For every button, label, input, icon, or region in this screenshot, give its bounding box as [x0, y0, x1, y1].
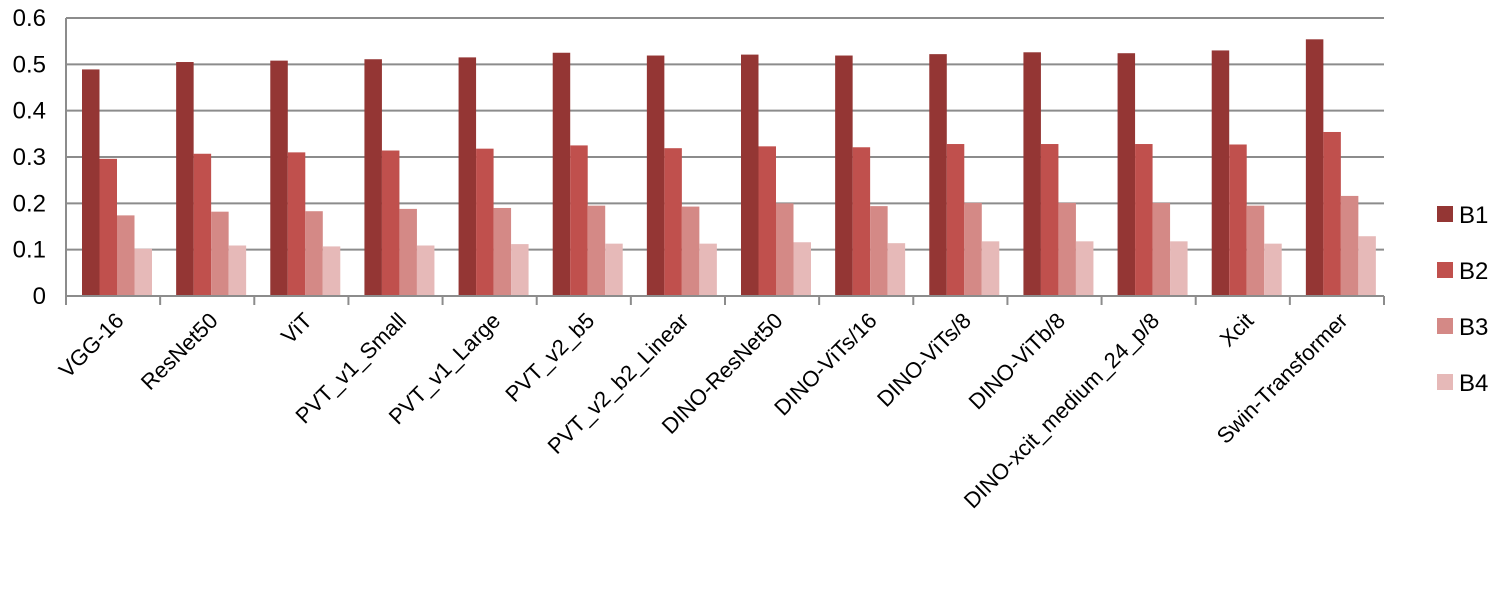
bar-b4	[699, 243, 717, 296]
y-tick-label: 0.3	[13, 144, 46, 171]
bar-b2	[99, 158, 117, 296]
bar-b4	[228, 245, 247, 296]
bar-b1	[1117, 53, 1136, 296]
bar-b4	[793, 242, 811, 296]
bar-b1	[1211, 50, 1230, 296]
bar-b3	[117, 215, 135, 296]
bar-b1	[458, 57, 477, 297]
bar-b2	[664, 148, 682, 296]
bar-b4	[1170, 241, 1188, 296]
y-tick-label: 0	[33, 283, 46, 310]
bar-b3	[1152, 202, 1171, 296]
bar-b4	[1264, 243, 1282, 296]
bar-b2	[476, 148, 494, 296]
bar-b4	[322, 246, 341, 296]
bar-b2	[193, 153, 212, 296]
bar-b3	[493, 207, 512, 296]
bar-b4	[1075, 241, 1094, 296]
legend: B1 B2 B3 B4	[1437, 202, 1488, 397]
legend-label: B3	[1459, 314, 1488, 341]
y-tick-label: 0.4	[13, 98, 46, 125]
x-tick-labels: VGG-16 ResNet50 ViTPVT_v1_SmallPVT_v1_Larg…	[54, 308, 1353, 513]
bar-b3	[399, 208, 417, 296]
bar-b2	[1229, 144, 1247, 296]
x-tick-label: DINO-xcit_medium_24_p/8	[959, 308, 1164, 513]
x-tick-label: DINO-ViTs/8	[872, 308, 976, 412]
bar-b3	[964, 202, 982, 296]
bar-b4	[134, 248, 152, 296]
x-tick-label: PVT_v2_b5	[500, 308, 599, 407]
bar-b3	[681, 206, 700, 296]
bar-b2	[1135, 144, 1153, 296]
y-tick-label: 0.2	[13, 190, 46, 217]
legend-label: B4	[1459, 370, 1488, 397]
legend-swatch	[1437, 206, 1453, 222]
bar-b1	[82, 69, 100, 297]
bar-b1	[835, 55, 853, 296]
bar-b2	[758, 146, 776, 296]
bar-b3	[587, 205, 606, 296]
y-tick-label: 0.1	[13, 237, 46, 264]
bar-b3	[1058, 202, 1076, 296]
bar-b3	[1246, 205, 1265, 296]
bar-b1	[552, 52, 571, 296]
legend-swatch	[1437, 318, 1453, 334]
bar-b1	[741, 54, 759, 296]
bar-b2	[287, 152, 306, 296]
bar-b2	[946, 144, 965, 296]
legend-swatch	[1437, 374, 1453, 390]
y-tick-label: 0.6	[13, 5, 46, 32]
bars	[82, 39, 1376, 297]
bar-b1	[176, 62, 194, 297]
bar-b3	[870, 206, 888, 296]
bar-b3	[776, 203, 794, 296]
x-tick-label: Xcit	[1215, 308, 1259, 352]
bar-b4	[1358, 236, 1376, 296]
x-tick-label: DINO-ViTb/8	[964, 308, 1070, 414]
bar-b4	[605, 243, 623, 296]
bar-b1	[364, 59, 382, 297]
legend-label: B2	[1459, 258, 1488, 285]
bar-b1	[1023, 52, 1041, 296]
bar-b1	[646, 55, 665, 296]
y-tick-labels: 0 0.1 0.2 0.3 0.4 0.5 0.6	[13, 5, 46, 310]
bar-b2	[1040, 144, 1059, 296]
bar-b3	[305, 211, 323, 296]
x-tick-label: ViT	[276, 308, 317, 349]
bar-b2	[570, 145, 588, 296]
bar-b1	[929, 54, 947, 296]
bar-b3	[211, 211, 229, 296]
legend-swatch	[1437, 262, 1453, 278]
x-tick-label: VGG-16	[54, 308, 129, 383]
bar-b2	[1323, 131, 1341, 296]
axes	[65, 18, 1385, 305]
bar-b4	[981, 241, 1000, 296]
bar-b4	[511, 244, 529, 296]
bar-b2	[852, 147, 871, 296]
gridlines	[66, 17, 1384, 251]
bar-b3	[1340, 195, 1359, 296]
x-tick-label: ResNet50	[136, 308, 223, 395]
bar-b4	[887, 243, 906, 296]
y-tick-label: 0.5	[13, 51, 46, 78]
bar-b1	[270, 60, 288, 297]
legend-label: B1	[1459, 202, 1488, 229]
bar-b4	[416, 245, 435, 296]
bar-b2	[381, 150, 400, 296]
bar-b1	[1305, 39, 1324, 297]
